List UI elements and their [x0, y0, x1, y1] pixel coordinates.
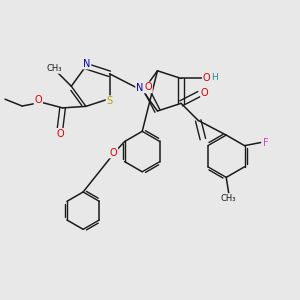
Text: O: O: [34, 95, 42, 105]
Text: N: N: [83, 58, 91, 69]
Text: H: H: [211, 73, 218, 82]
Text: S: S: [106, 96, 112, 106]
Text: O: O: [144, 82, 152, 92]
Text: F: F: [262, 137, 268, 148]
Text: N: N: [136, 83, 143, 93]
Text: CH₃: CH₃: [47, 64, 62, 73]
Text: O: O: [110, 148, 117, 158]
Text: O: O: [201, 88, 208, 98]
Text: CH₃: CH₃: [221, 194, 236, 203]
Text: O: O: [56, 129, 64, 139]
Text: O: O: [203, 73, 210, 83]
